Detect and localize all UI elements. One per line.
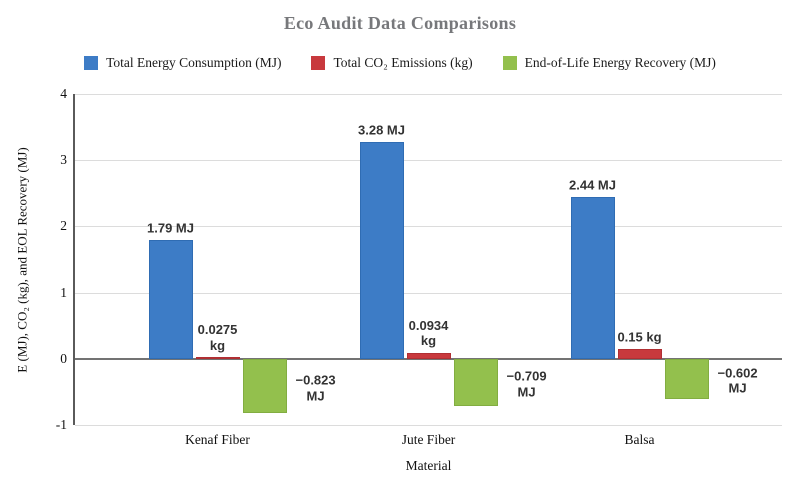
bar-balsa-s2: [664, 358, 709, 399]
bar-value-label: −0.823 MJ: [295, 372, 336, 404]
bar-value-label: −0.709 MJ: [506, 368, 547, 400]
bar-kenaf-fiber-s1: [195, 356, 240, 359]
y-tick-label: 2: [60, 218, 67, 234]
legend-item: Total CO₂ Emissions (kg): [311, 55, 473, 71]
bar-value-label: 2.44 MJ: [569, 177, 616, 193]
legend-swatch-icon: [84, 56, 99, 70]
bar-value-label: −0.602 MJ: [717, 365, 758, 396]
bar-kenaf-fiber-s0: [148, 240, 193, 359]
legend-swatch-icon: [311, 56, 326, 70]
bar-balsa-s1: [617, 348, 662, 359]
x-axis-title: Material: [405, 458, 452, 473]
bar-value-label: 1.79 MJ: [147, 220, 194, 236]
y-tick-label: -1: [55, 417, 67, 432]
legend: Total Energy Consumption (MJ) Total CO₂ E…: [0, 54, 800, 72]
bar-kenaf-fiber-s2: [242, 358, 287, 414]
bar-value-label: 0.15 kg: [617, 329, 662, 345]
x-category-label: Jute Fiber: [401, 432, 456, 447]
legend-label: Total Energy Consumption (MJ): [106, 55, 282, 70]
bar-jute-fiber-s1: [406, 352, 451, 359]
y-tick-label: 0: [60, 350, 67, 366]
plot-area: 4 3 2 1 0 -1 1.79 MJ 0.0275 kg −0.823 MJ Kenaf Fi…: [56, 86, 782, 447]
y-axis-line: [73, 94, 75, 425]
gridline: [75, 160, 782, 162]
gridline: [75, 425, 782, 426]
chart-title: Eco Audit Data Comparisons: [283, 13, 517, 33]
bar-value-label: 0.0934 kg: [408, 317, 449, 349]
gridline: [75, 94, 782, 95]
bar-jute-fiber-s0: [359, 141, 404, 359]
legend-item: Total Energy Consumption (MJ): [84, 55, 281, 71]
gridline: [75, 292, 782, 294]
y-tick-label: 3: [60, 152, 67, 168]
legend-label: End-of-Life Energy Recovery (MJ): [524, 55, 716, 70]
y-axis-title-text: E (MJ), CO₂ (kg), and EOL Recovery (MJ): [15, 146, 30, 373]
gridline: [75, 226, 782, 228]
legend-swatch-icon: [502, 56, 517, 70]
bar-value-label: 3.28 MJ: [358, 122, 405, 138]
y-axis-title: E (MJ), CO₂ (kg), and EOL Recovery (MJ): [8, 94, 38, 425]
legend-item: End-of-Life Energy Recovery (MJ): [502, 55, 716, 71]
y-tick-label: 4: [60, 86, 67, 101]
bar-value-label: 0.0275 kg: [197, 321, 238, 353]
bar-jute-fiber-s2: [453, 358, 498, 406]
bar-balsa-s0: [570, 197, 615, 359]
x-category-label: Kenaf Fiber: [185, 432, 250, 447]
legend-label: Total CO₂ Emissions (kg): [333, 55, 473, 70]
x-category-label: Balsa: [624, 432, 655, 447]
y-tick-label: 1: [60, 284, 67, 300]
x-axis-zero-line: [75, 357, 782, 360]
